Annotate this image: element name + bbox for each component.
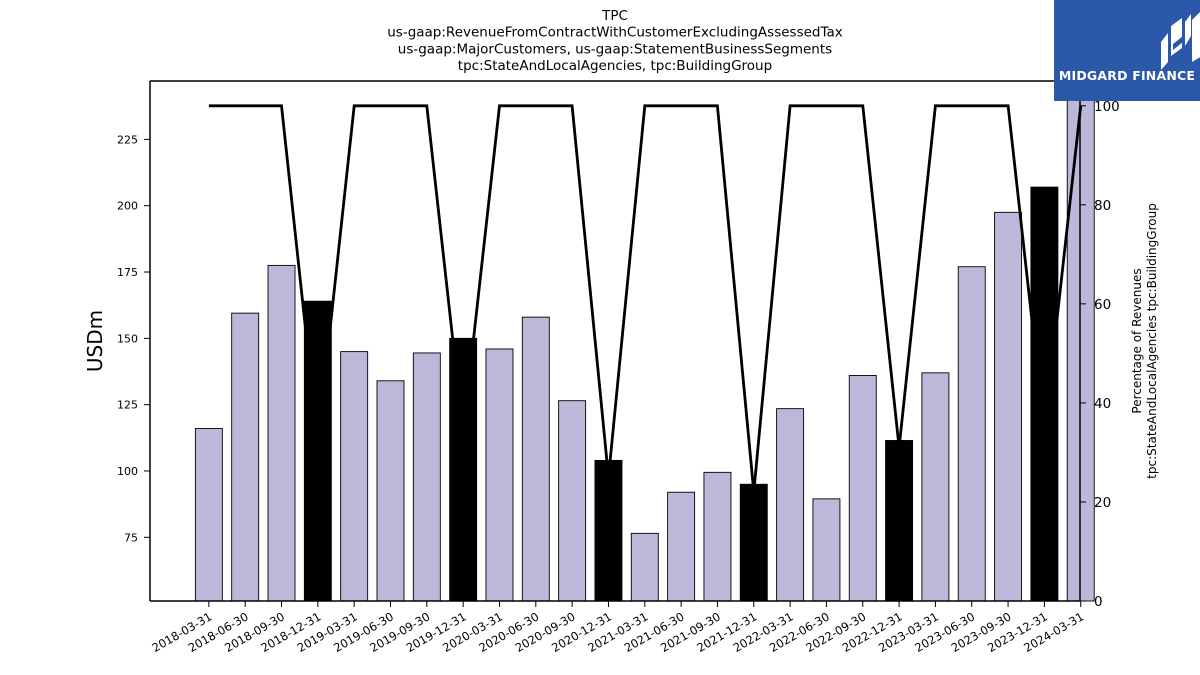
plot-frame — [149, 80, 1081, 602]
bar-series — [194, 80, 1095, 602]
bar — [194, 428, 223, 602]
bar — [521, 316, 550, 602]
bar-highlight — [594, 459, 623, 602]
y2-axis-label-line: Percentage of Revenues — [1130, 268, 1144, 413]
bar — [776, 408, 805, 602]
percentage-line — [208, 104, 1083, 493]
bar — [412, 352, 441, 602]
y-tick-label: 225 — [117, 133, 138, 146]
chart-title-line: us-gaap:RevenueFromContractWithCustomerE… — [387, 25, 843, 41]
chart-title-line: us-gaap:MajorCustomers, us-gaap:Statemen… — [398, 41, 832, 57]
left-y-axis: 75 100 125 150 175 200 225 USDm — [83, 133, 150, 544]
bar — [848, 375, 877, 602]
y-tick-label: 175 — [117, 266, 138, 279]
y2-tick-label: 0 — [1094, 594, 1103, 610]
y-tick-label: 75 — [124, 531, 138, 544]
y2-tick-label: 80 — [1094, 198, 1111, 214]
bar-highlight — [449, 337, 478, 602]
y2-axis-label-line: tpc:StateAndLocalAgencies tpc:BuildingGr… — [1145, 203, 1159, 479]
x-axis: 2018-03-312018-06-302018-09-302018-12-31… — [150, 601, 1086, 655]
chart-title: TPCus-gaap:RevenueFromContractWithCustom… — [387, 8, 843, 74]
bar — [630, 532, 659, 602]
y2-tick-label: 40 — [1094, 396, 1111, 412]
y-tick-label: 125 — [117, 399, 138, 412]
bar — [376, 380, 405, 602]
bar — [957, 266, 986, 602]
y2-tick-label: 20 — [1094, 495, 1111, 511]
y2-tick-label: 100 — [1094, 99, 1120, 115]
percentage-line-series — [208, 104, 1083, 493]
bar — [231, 312, 260, 602]
bar — [667, 491, 696, 602]
y2-tick-label: 60 — [1094, 297, 1111, 313]
bar — [558, 400, 587, 602]
y-axis-label: USDm — [83, 310, 107, 372]
bar-highlight — [885, 440, 914, 602]
bar-highlight — [1030, 186, 1059, 602]
y-tick-label: 150 — [117, 332, 138, 345]
bar — [703, 471, 732, 602]
bar — [921, 372, 950, 602]
brand-logo: MIDGARD FINANCE — [1054, 0, 1200, 101]
midgard-m-icon — [1161, 12, 1200, 70]
bar — [994, 211, 1023, 602]
bar — [485, 348, 514, 602]
bar-highlight — [739, 483, 768, 602]
bar — [340, 351, 369, 602]
bar — [267, 264, 296, 602]
chart-title-line: tpc:StateAndLocalAgencies, tpc:BuildingG… — [458, 58, 772, 74]
brand-name: MIDGARD FINANCE — [1058, 68, 1196, 83]
right-y-axis: 0 20 40 60 80 100 Percentage of Revenues tpc:St… — [1080, 99, 1159, 610]
bar — [812, 498, 841, 602]
y-tick-label: 100 — [117, 465, 138, 478]
chart-title-line: TPC — [601, 8, 628, 24]
y-tick-label: 200 — [117, 200, 138, 213]
